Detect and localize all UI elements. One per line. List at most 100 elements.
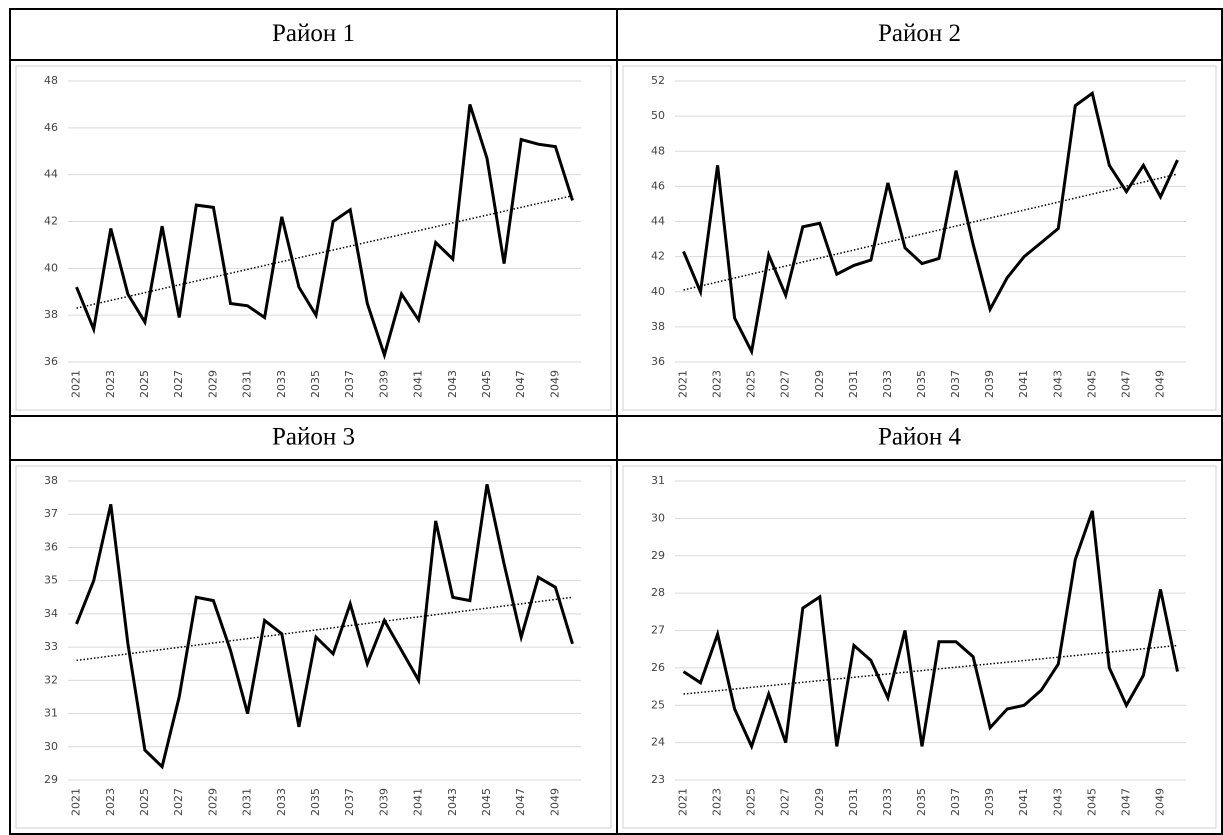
x-tick-label: 2029: [813, 788, 826, 816]
trend-line: [76, 195, 573, 309]
y-tick-label: 38: [651, 320, 665, 333]
x-tick-label: 2049: [1153, 788, 1166, 816]
x-tick-label: 2039: [377, 788, 390, 816]
y-tick-label: 48: [44, 74, 58, 87]
x-tick-label: 2043: [446, 370, 459, 398]
y-tick-label: 44: [651, 215, 665, 228]
x-tick-label: 2037: [343, 788, 356, 816]
x-tick-label: 2035: [915, 788, 928, 816]
x-tick-label: 2049: [548, 370, 561, 398]
chart-frame: [622, 465, 1217, 829]
y-tick-label: 37: [44, 507, 58, 520]
x-tick-label: 2029: [206, 788, 219, 816]
x-tick-label: 2021: [70, 788, 83, 816]
y-tick-label: 44: [44, 168, 58, 181]
x-tick-label: 2031: [847, 788, 860, 816]
x-tick-label: 2025: [745, 370, 758, 398]
x-tick-label: 2027: [779, 788, 792, 816]
y-tick-label: 28: [651, 586, 665, 599]
y-tick-label: 52: [651, 74, 665, 87]
y-tick-label: 42: [44, 215, 58, 228]
y-tick-label: 36: [44, 540, 58, 553]
y-tick-label: 31: [651, 474, 665, 487]
x-tick-label: 2023: [711, 788, 724, 816]
chart-frame: [15, 465, 612, 829]
x-tick-label: 2029: [206, 370, 219, 398]
y-tick-label: 40: [651, 285, 665, 298]
x-tick-label: 2021: [70, 370, 83, 398]
x-tick-label: 2031: [241, 370, 254, 398]
x-tick-label: 2031: [847, 370, 860, 398]
x-tick-label: 2023: [104, 788, 117, 816]
data-line: [75, 103, 574, 361]
y-tick-label: 48: [651, 144, 665, 157]
y-tick-label: 38: [44, 474, 58, 487]
x-tick-label: 2021: [677, 788, 690, 816]
x-tick-label: 2033: [275, 788, 288, 816]
trend-line: [683, 644, 1178, 695]
y-tick-label: 32: [44, 673, 58, 686]
x-tick-label: 2041: [412, 370, 425, 398]
x-tick-label: 2027: [172, 370, 185, 398]
x-tick-label: 2023: [104, 370, 117, 398]
x-tick-label: 2039: [983, 370, 996, 398]
x-tick-label: 2037: [949, 370, 962, 398]
y-tick-label: 50: [651, 109, 665, 122]
x-tick-label: 2033: [881, 370, 894, 398]
x-tick-label: 2047: [514, 370, 527, 398]
x-tick-label: 2021: [677, 370, 690, 398]
y-tick-label: 36: [44, 355, 58, 368]
y-tick-label: 25: [651, 698, 665, 711]
x-tick-label: 2045: [480, 370, 493, 398]
x-tick-label: 2025: [745, 788, 758, 816]
x-tick-label: 2047: [1119, 788, 1132, 816]
data-line: [682, 90, 1179, 357]
y-tick-label: 23: [651, 773, 665, 786]
trend-line: [683, 173, 1178, 291]
x-tick-label: 2035: [309, 370, 322, 398]
chart-title: Район 4: [878, 424, 962, 451]
x-tick-label: 2033: [881, 788, 894, 816]
x-tick-label: 2045: [480, 788, 493, 816]
y-tick-label: 33: [44, 640, 58, 653]
x-tick-label: 2039: [377, 370, 390, 398]
trend-line: [76, 596, 573, 662]
y-tick-label: 42: [651, 250, 665, 263]
y-tick-label: 40: [44, 261, 58, 274]
x-tick-label: 2033: [275, 370, 288, 398]
y-tick-label: 27: [651, 624, 665, 637]
x-tick-label: 2023: [711, 370, 724, 398]
data-line: [682, 510, 1179, 751]
y-tick-label: 38: [44, 308, 58, 321]
x-tick-label: 2043: [1051, 788, 1064, 816]
x-tick-label: 2025: [138, 788, 151, 816]
x-tick-label: 2031: [241, 788, 254, 816]
x-tick-label: 2047: [514, 788, 527, 816]
chart-frame: [622, 65, 1217, 411]
chart-title: Район 3: [272, 424, 355, 451]
x-tick-label: 2037: [343, 370, 356, 398]
y-tick-label: 35: [44, 574, 58, 587]
y-tick-label: 30: [651, 511, 665, 524]
y-tick-label: 29: [44, 773, 58, 786]
x-tick-label: 2035: [309, 788, 322, 816]
y-tick-label: 26: [651, 661, 665, 674]
x-tick-label: 2043: [446, 788, 459, 816]
chart-title: Район 1: [272, 20, 355, 47]
data-line: [75, 483, 574, 770]
x-tick-label: 2035: [915, 370, 928, 398]
x-tick-label: 2049: [1153, 370, 1166, 398]
y-tick-label: 46: [651, 179, 665, 192]
x-tick-label: 2025: [138, 370, 151, 398]
x-tick-label: 2037: [949, 788, 962, 816]
y-tick-label: 34: [44, 607, 58, 620]
x-tick-label: 2039: [983, 788, 996, 816]
y-tick-label: 36: [651, 355, 665, 368]
x-tick-label: 2041: [412, 788, 425, 816]
x-tick-label: 2045: [1085, 370, 1098, 398]
y-tick-label: 31: [44, 707, 58, 720]
x-tick-label: 2041: [1017, 370, 1030, 398]
chart-frame: [15, 65, 612, 411]
x-tick-label: 2041: [1017, 788, 1030, 816]
